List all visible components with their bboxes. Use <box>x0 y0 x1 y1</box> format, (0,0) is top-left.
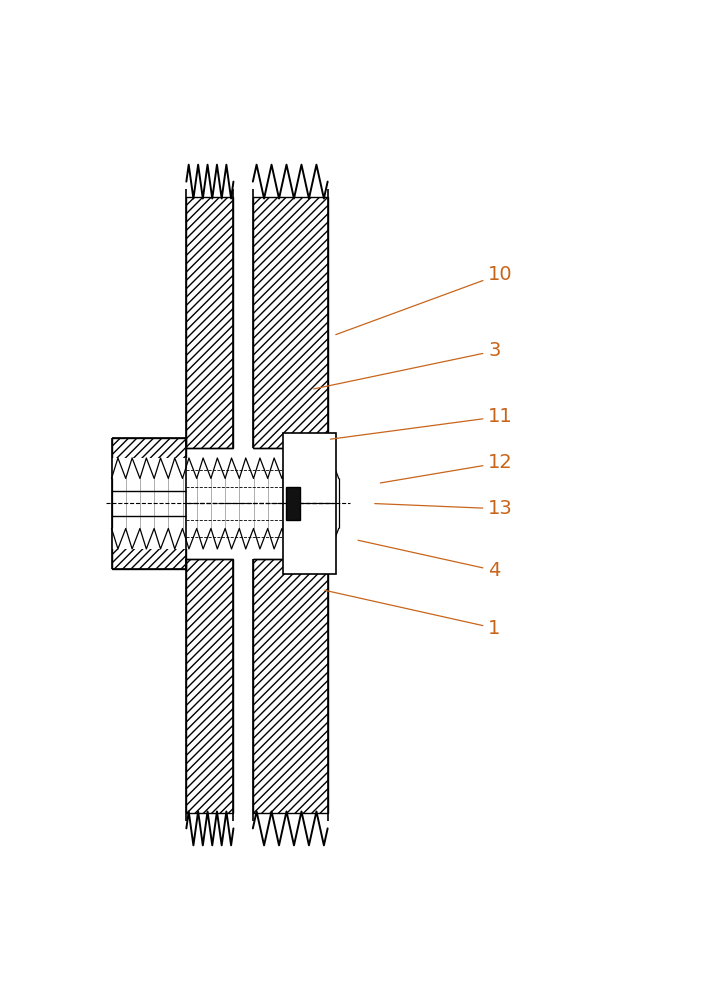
Bar <box>253 197 327 448</box>
Bar <box>283 433 336 574</box>
Bar <box>112 438 187 491</box>
Bar <box>112 516 187 569</box>
Bar <box>286 487 300 520</box>
Bar <box>253 559 327 813</box>
Text: 11: 11 <box>330 407 513 439</box>
Text: 13: 13 <box>375 499 513 518</box>
Bar <box>187 559 233 813</box>
Text: 12: 12 <box>380 453 513 483</box>
Text: 1: 1 <box>325 590 500 638</box>
Text: 3: 3 <box>314 342 500 389</box>
Bar <box>112 491 187 516</box>
Bar <box>187 448 327 559</box>
Bar <box>112 458 339 549</box>
Bar <box>187 197 233 448</box>
Text: 4: 4 <box>358 540 500 580</box>
Text: 10: 10 <box>336 264 513 335</box>
